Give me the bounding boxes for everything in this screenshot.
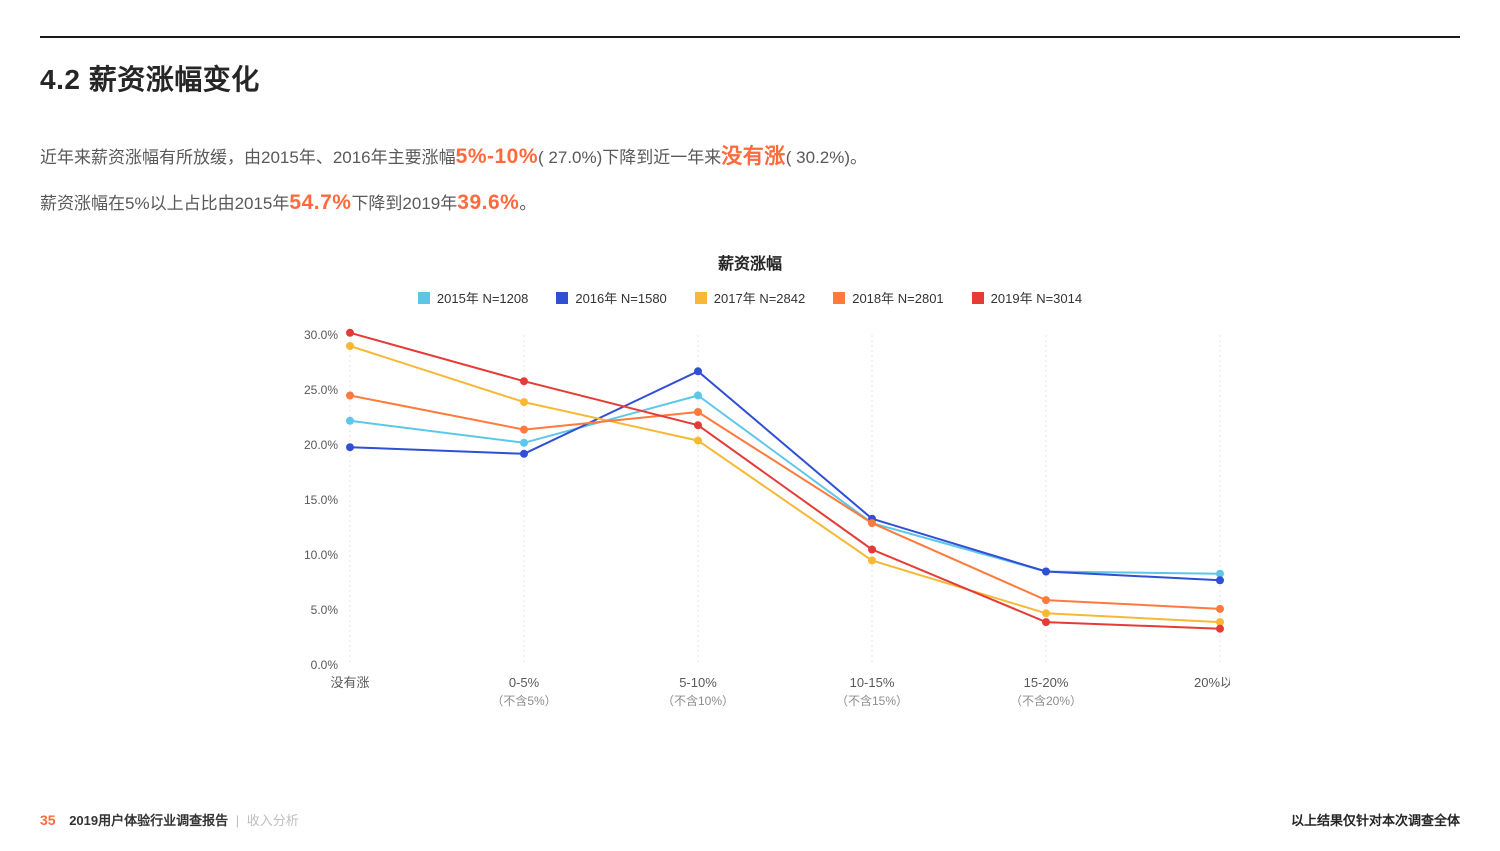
legend-label: 2016年 N=1580 [575,288,666,307]
y-tick-label: 25.0% [304,383,338,397]
summary-text: ( 27.0%)下降到近一年来 [538,148,721,167]
summary-text: 近年来薪资涨幅有所放缓，由2015年、2016年主要涨幅 [40,148,456,167]
y-tick-label: 20.0% [304,438,338,452]
top-rule [40,36,1460,38]
highlight-pct-2015: 54.7% [289,191,351,214]
summary-text: 。 [519,194,536,213]
data-point [868,519,876,527]
x-tick-sublabel: （不含5%） [491,693,556,708]
footer-left: 35 2019用户体验行业调查报告 | 收入分析 [40,810,299,829]
data-point [346,417,354,425]
series-line [350,396,1220,609]
chart-title: 薪资涨幅 [718,250,782,274]
x-tick-sublabel: （不含20%） [1010,693,1082,708]
legend-item: 2015年 N=1208 [418,288,528,307]
line-chart: 0.0% 5.0% 10.0% 15.0% 20.0% 25.0% 30.0% 没有涨 0-5%… [270,325,1230,725]
summary-text: 下降到2019年 [351,194,457,213]
x-tick-label: 5-10% [679,675,717,690]
x-tick-label: 没有涨 [330,675,369,690]
data-point [346,329,354,337]
legend-label: 2015年 N=1208 [437,288,528,307]
x-tick-sublabel: （不含15%） [836,693,908,708]
y-tick-label: 10.0% [304,548,338,562]
data-point [1216,577,1224,585]
x-tick-label: 10-15% [850,675,895,690]
data-point [346,444,354,452]
x-tick-label: 15-20% [1024,675,1069,690]
data-point [1042,618,1050,626]
legend-item: 2016年 N=1580 [556,288,666,307]
data-point [520,426,528,434]
highlight-pct-2019: 39.6% [457,191,519,214]
section-heading: 4.2 薪资涨幅变化 [40,58,1460,98]
data-point [1042,596,1050,604]
legend-label: 2019年 N=3014 [991,288,1082,307]
data-point [1216,625,1224,633]
series-line [350,372,1220,581]
data-point [1042,568,1050,576]
y-tick-label: 5.0% [311,603,339,617]
report-title: 2019用户体验行业调查报告 [69,813,228,828]
data-point [520,398,528,406]
x-tick-sublabel: （不含10%） [662,693,734,708]
page-footer: 35 2019用户体验行业调查报告 | 收入分析 以上结果仅针对本次调查全体 [40,810,1460,829]
highlight-no-raise: 没有涨 [721,145,786,168]
y-tick-label: 0.0% [311,658,339,672]
y-tick-label: 15.0% [304,493,338,507]
summary-text: 薪资涨幅在5%以上占比由2015年 [40,194,289,213]
data-point [694,408,702,416]
page-number: 35 [40,812,56,828]
legend-item: 2018年 N=2801 [833,288,943,307]
legend-label: 2018年 N=2801 [852,288,943,307]
data-point [1216,605,1224,613]
series-line [350,396,1220,574]
legend-swatch [556,292,568,304]
series-line [350,333,1220,629]
data-point [694,422,702,430]
y-tick-label: 30.0% [304,328,338,342]
data-point [868,557,876,565]
summary-text: ( 30.2%)。 [786,148,867,167]
data-point [520,378,528,386]
legend-swatch [695,292,707,304]
legend-swatch [972,292,984,304]
footer-section: 收入分析 [247,813,299,828]
data-point [520,439,528,447]
series-line [350,346,1220,622]
legend-item: 2019年 N=3014 [972,288,1082,307]
legend-item: 2017年 N=2842 [695,288,805,307]
data-point [694,368,702,376]
footer-disclaimer: 以上结果仅针对本次调查全体 [1291,810,1460,829]
summary-paragraph: 近年来薪资涨幅有所放缓，由2015年、2016年主要涨幅5%-10%( 27.0… [40,134,1460,226]
data-point [694,437,702,445]
report-page: 4.2 薪资涨幅变化 近年来薪资涨幅有所放缓，由2015年、2016年主要涨幅5… [0,0,1500,851]
chart-legend: 2015年 N=1208 2016年 N=1580 2017年 N=2842 2018… [418,288,1082,307]
legend-swatch [418,292,430,304]
legend-label: 2017年 N=2842 [714,288,805,307]
highlight-range: 5%-10% [456,145,538,168]
x-tick-label: 20%以上 [1194,675,1230,690]
data-point [694,392,702,400]
data-point [868,546,876,554]
chart-container: 薪资涨幅 2015年 N=1208 2016年 N=1580 2017年 N=284… [40,250,1460,725]
footer-separator: | [236,813,239,828]
data-point [346,342,354,350]
x-tick-label: 0-5% [509,675,540,690]
data-point [1042,610,1050,618]
data-point [346,392,354,400]
legend-swatch [833,292,845,304]
data-point [520,450,528,458]
